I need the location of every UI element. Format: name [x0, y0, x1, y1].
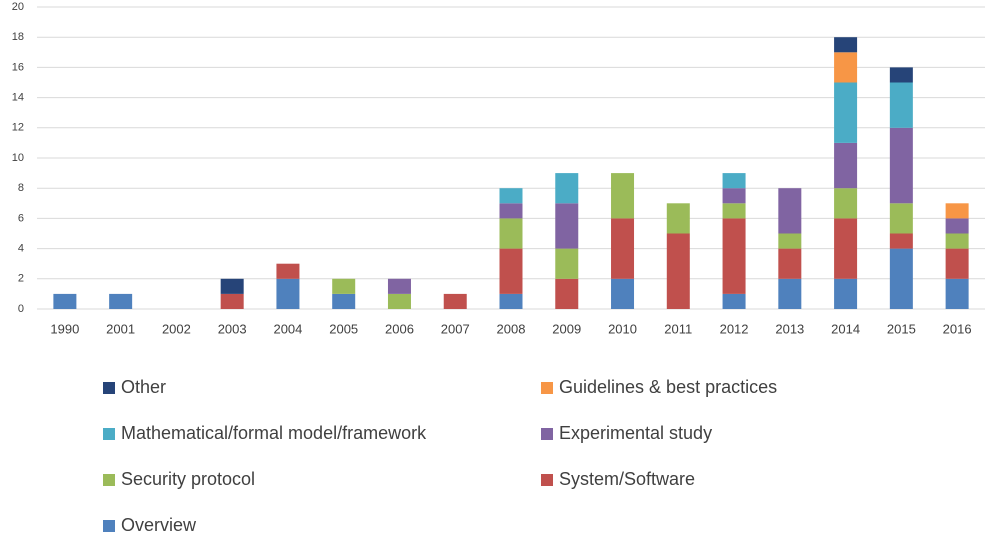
bar-segment: [889, 127, 913, 204]
x-tick-label: 1990: [50, 321, 79, 336]
bar-segment: [834, 82, 858, 143]
bar-segment: [778, 233, 802, 249]
bar-segment: [834, 188, 858, 219]
legend-label: Guidelines & best practices: [559, 377, 777, 397]
legend-swatch: [103, 428, 115, 440]
bar-segment: [778, 188, 802, 234]
y-tick-label: 8: [18, 182, 24, 194]
bar-segment: [276, 278, 300, 309]
bar-segment: [555, 203, 579, 249]
bar-segment: [53, 293, 77, 309]
bar-segment: [666, 233, 690, 309]
x-tick-label: 2001: [106, 321, 135, 336]
x-tick-label: 2002: [162, 321, 191, 336]
bar-segment: [109, 293, 133, 309]
bar-segment: [945, 218, 969, 234]
x-tick-label: 2003: [218, 321, 247, 336]
bar-segment: [834, 142, 858, 189]
x-tick-label: 2013: [775, 321, 804, 336]
legend-swatch: [103, 382, 115, 394]
x-tick-label: 2005: [329, 321, 358, 336]
x-tick-label: 2004: [273, 321, 302, 336]
bar-segment: [722, 203, 746, 219]
bar-segment: [778, 248, 802, 279]
legend-swatch: [103, 474, 115, 486]
x-tick-label: 2016: [943, 321, 972, 336]
bar-segment: [834, 278, 858, 309]
bar-segment: [499, 248, 523, 294]
bar-segment: [611, 218, 635, 279]
bar-segment: [499, 203, 523, 219]
y-tick-label: 14: [12, 92, 24, 104]
x-tick-label: 2007: [441, 321, 470, 336]
bar-segment: [945, 233, 969, 249]
bar-segment: [387, 293, 411, 309]
y-tick-label: 2: [18, 273, 24, 285]
y-tick-label: 10: [12, 152, 24, 164]
bar-segment: [555, 248, 579, 279]
x-tick-label: 2008: [497, 321, 526, 336]
legend-swatch: [103, 520, 115, 532]
bar-segment: [220, 278, 244, 294]
legend-swatch: [541, 428, 553, 440]
y-tick-label: 12: [12, 122, 24, 134]
x-tick-label: 2010: [608, 321, 637, 336]
legend-label: Experimental study: [559, 423, 712, 443]
x-tick-label: 2015: [887, 321, 916, 336]
y-tick-label: 0: [18, 303, 24, 315]
bar-segment: [332, 278, 356, 294]
bar-segment: [945, 248, 969, 279]
bar-segment: [889, 67, 913, 83]
y-tick-label: 18: [12, 31, 24, 43]
bar-segment: [889, 203, 913, 234]
bar-segment: [834, 218, 858, 279]
x-tick-label: 2009: [552, 321, 581, 336]
x-tick-label: 2012: [720, 321, 749, 336]
bar-segment: [834, 52, 858, 83]
bar-segment: [722, 218, 746, 294]
bar-segment: [276, 263, 300, 279]
bar-segment: [555, 278, 579, 309]
legend-label: Security protocol: [121, 469, 255, 489]
bar-segment: [611, 173, 635, 219]
bar-segment: [889, 82, 913, 128]
y-tick-label: 4: [18, 243, 24, 255]
x-tick-label: 2006: [385, 321, 414, 336]
bar-segment: [443, 293, 467, 309]
bar-segment: [387, 278, 411, 294]
bar-segment: [889, 233, 913, 249]
bar-segment: [834, 37, 858, 53]
y-tick-label: 6: [18, 212, 24, 224]
legend-label: Other: [121, 377, 166, 397]
bar-segment: [778, 278, 802, 309]
bar-segment: [722, 188, 746, 204]
bar-segment: [499, 218, 523, 249]
bar-segment: [722, 173, 746, 189]
bar-segment: [722, 293, 746, 309]
bar-segment: [889, 248, 913, 309]
bar-segment: [945, 203, 969, 219]
y-tick-label: 16: [12, 61, 24, 73]
bar-segment: [332, 293, 356, 309]
legend-label: Mathematical/formal model/framework: [121, 423, 427, 443]
bar-segment: [945, 278, 969, 309]
bar-segment: [611, 278, 635, 309]
bar-segment: [499, 293, 523, 309]
legend-label: System/Software: [559, 469, 695, 489]
bar-segment: [499, 188, 523, 204]
legend-swatch: [541, 474, 553, 486]
bar-segment: [220, 293, 244, 309]
x-tick-label: 2014: [831, 321, 860, 336]
x-tick-label: 2011: [664, 321, 692, 336]
bar-segment: [555, 173, 579, 204]
legend-swatch: [541, 382, 553, 394]
bar-segment: [666, 203, 690, 234]
y-tick-label: 20: [12, 1, 24, 13]
legend-label: Overview: [121, 515, 197, 535]
